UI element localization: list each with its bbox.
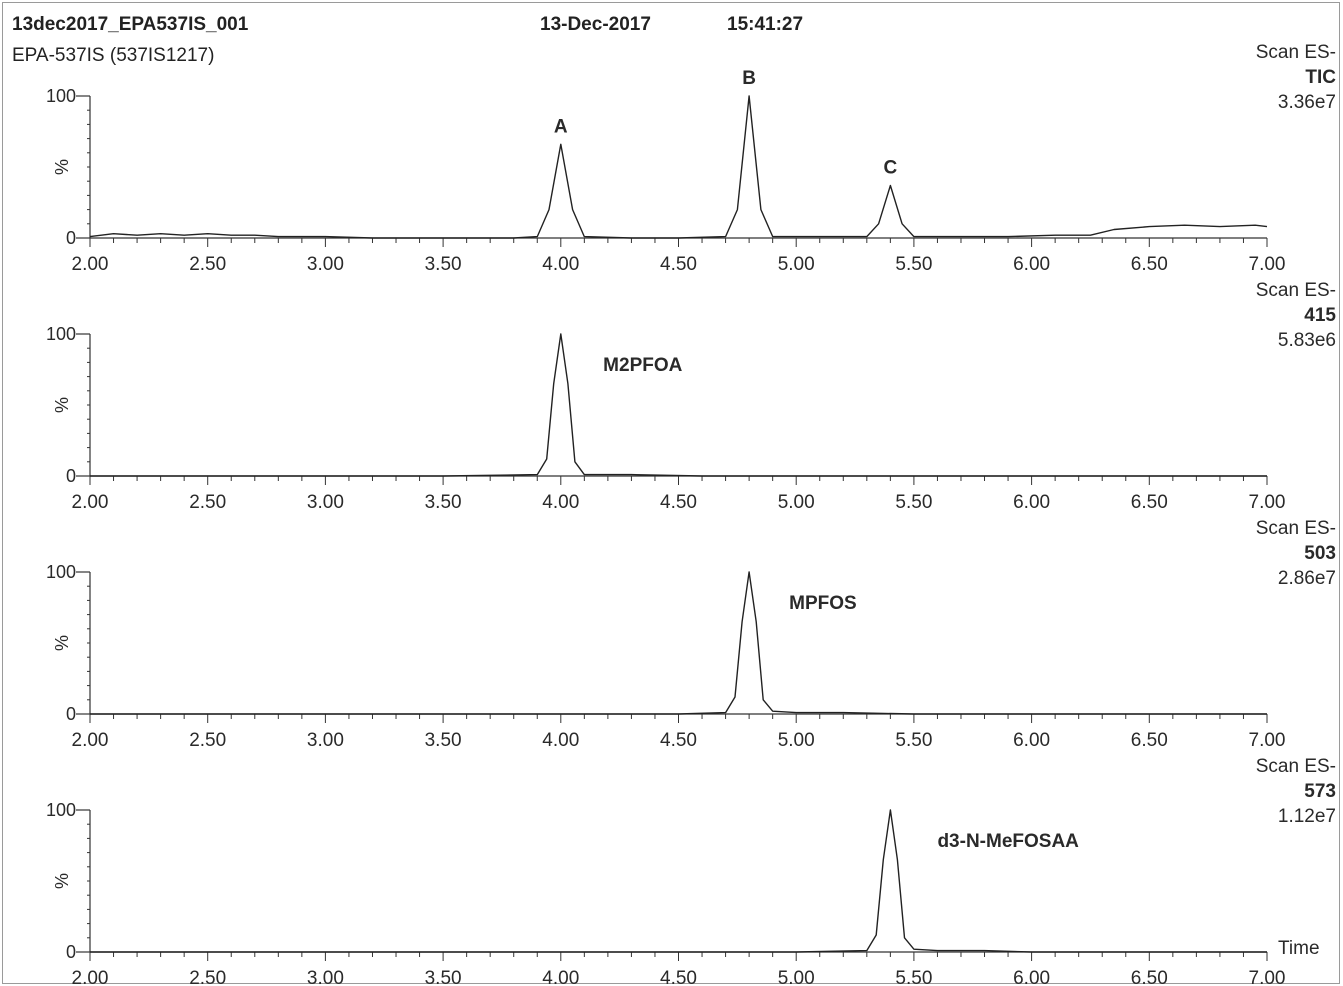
scan-mode-label: Scan ES- xyxy=(1256,756,1336,777)
scan-mode-label: Scan ES- xyxy=(1256,280,1336,301)
x-tick-label: 5.00 xyxy=(778,968,815,986)
compound-label: d3-N-MeFOSAA xyxy=(937,831,1079,852)
x-tick-label: 5.50 xyxy=(895,730,932,751)
x-tick-label: 5.00 xyxy=(778,254,815,275)
y-label-0: 0 xyxy=(66,704,76,724)
x-tick-label: 3.00 xyxy=(307,492,344,513)
x-tick-label: 3.00 xyxy=(307,968,344,986)
y-unit-label: % xyxy=(52,873,72,889)
x-tick-label: 4.00 xyxy=(542,254,579,275)
intensity-label: 2.86e7 xyxy=(1278,568,1336,589)
x-tick-label: 6.50 xyxy=(1131,254,1168,275)
sample-name: 13dec2017_EPA537IS_001 xyxy=(12,14,249,35)
x-tick-label: 6.00 xyxy=(1013,968,1050,986)
trace-name-label: 503 xyxy=(1304,543,1336,564)
y-unit-label: % xyxy=(52,159,72,175)
x-tick-label: 5.00 xyxy=(778,492,815,513)
x-tick-label: 2.50 xyxy=(189,492,226,513)
x-axis-title: Time xyxy=(1278,938,1320,959)
x-tick-label: 2.00 xyxy=(72,968,109,986)
trace-line-573 xyxy=(90,809,1267,953)
x-tick-label: 3.50 xyxy=(425,254,462,275)
x-tick-label: 2.00 xyxy=(72,492,109,513)
x-tick-label: 3.50 xyxy=(425,968,462,986)
method-name: EPA-537IS (537IS1217) xyxy=(12,45,215,66)
x-tick-label: 7.00 xyxy=(1249,968,1286,986)
peak-label-a: A xyxy=(554,116,568,137)
y-unit-label: % xyxy=(52,397,72,413)
x-tick-label: 2.50 xyxy=(189,968,226,986)
x-tick-label: 2.00 xyxy=(72,730,109,751)
x-tick-label: 4.00 xyxy=(542,492,579,513)
compound-label: M2PFOA xyxy=(603,355,682,376)
intensity-label: 5.83e6 xyxy=(1278,330,1336,351)
x-tick-label: 3.00 xyxy=(307,254,344,275)
x-tick-label: 4.00 xyxy=(542,968,579,986)
x-tick-label: 3.00 xyxy=(307,730,344,751)
intensity-label: 1.12e7 xyxy=(1278,806,1336,827)
y-label-100: 100 xyxy=(46,86,76,106)
x-tick-label: 3.50 xyxy=(425,492,462,513)
x-tick-label: 7.00 xyxy=(1249,254,1286,275)
x-tick-label: 6.50 xyxy=(1131,492,1168,513)
x-tick-label: 5.50 xyxy=(895,254,932,275)
x-tick-label: 2.00 xyxy=(72,254,109,275)
x-tick-label: 6.00 xyxy=(1013,254,1050,275)
x-tick-label: 6.00 xyxy=(1013,492,1050,513)
x-tick-label: 6.00 xyxy=(1013,730,1050,751)
x-tick-label: 4.50 xyxy=(660,730,697,751)
scan-mode-label: Scan ES- xyxy=(1256,518,1336,539)
peak-label-b: B xyxy=(742,68,756,89)
y-label-0: 0 xyxy=(66,466,76,486)
x-tick-label: 6.50 xyxy=(1131,968,1168,986)
x-tick-label: 4.50 xyxy=(660,254,697,275)
acquisition-time: 15:41:27 xyxy=(727,14,804,35)
compound-label: MPFOS xyxy=(789,593,857,614)
y-unit-label: % xyxy=(52,635,72,651)
y-label-100: 100 xyxy=(46,562,76,582)
x-tick-label: 5.00 xyxy=(778,730,815,751)
trace-name-label: 573 xyxy=(1304,781,1336,802)
acquisition-date: 13-Dec-2017 xyxy=(540,14,651,35)
trace-line-tic xyxy=(89,95,1268,239)
trace-name-label: TIC xyxy=(1305,67,1336,88)
y-label-0: 0 xyxy=(66,942,76,962)
x-tick-label: 5.50 xyxy=(895,492,932,513)
x-tick-label: 4.00 xyxy=(542,730,579,751)
x-tick-label: 4.50 xyxy=(660,492,697,513)
x-tick-label: 2.50 xyxy=(189,254,226,275)
x-tick-label: 3.50 xyxy=(425,730,462,751)
x-tick-label: 2.50 xyxy=(189,730,226,751)
y-label-0: 0 xyxy=(66,228,76,248)
x-tick-label: 7.00 xyxy=(1249,492,1286,513)
trace-name-label: 415 xyxy=(1304,305,1336,326)
trace-line-415 xyxy=(90,333,1267,477)
x-tick-label: 4.50 xyxy=(660,968,697,986)
x-tick-label: 5.50 xyxy=(895,968,932,986)
intensity-label: 3.36e7 xyxy=(1278,92,1336,113)
x-tick-label: 6.50 xyxy=(1131,730,1168,751)
trace-line-503 xyxy=(90,571,1267,715)
y-label-100: 100 xyxy=(46,324,76,344)
scan-mode-label: Scan ES- xyxy=(1256,42,1336,63)
peak-label-c: C xyxy=(883,157,897,178)
y-label-100: 100 xyxy=(46,800,76,820)
x-tick-label: 7.00 xyxy=(1249,730,1286,751)
